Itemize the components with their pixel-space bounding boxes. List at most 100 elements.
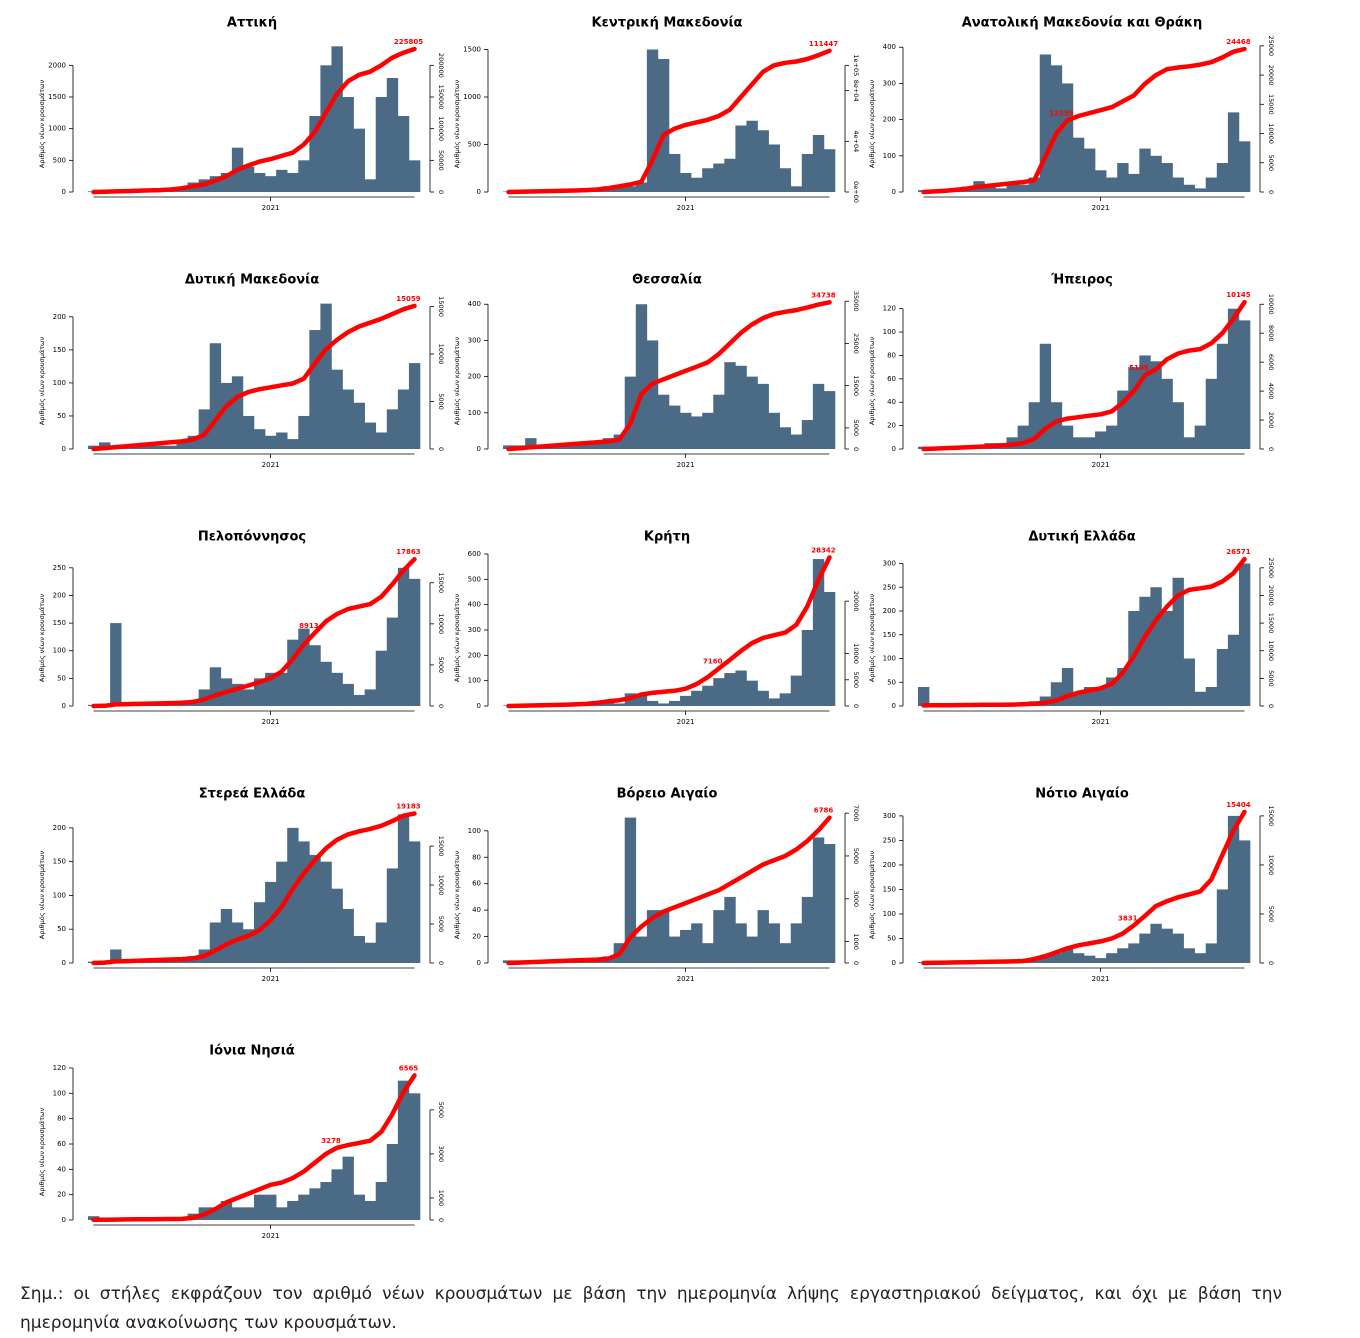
y2-tick-label: 20000 xyxy=(852,591,860,612)
y-tick-label: 50 xyxy=(57,674,66,682)
cumulative-line xyxy=(921,46,1247,195)
y-tick-label: 400 xyxy=(468,601,481,609)
bar xyxy=(1161,163,1173,192)
y-tick-label: 80 xyxy=(57,1115,66,1123)
bar xyxy=(375,922,388,963)
chart-title: Στερεά Ελλάδα xyxy=(199,787,306,802)
bar xyxy=(375,97,388,192)
bar xyxy=(1084,955,1096,963)
bar xyxy=(1139,148,1151,192)
bar xyxy=(287,173,299,192)
bar xyxy=(110,949,122,963)
y-tick-label: 0 xyxy=(62,702,66,710)
y-axis-label: Αριθμός νέων κρουσμάτων xyxy=(868,594,876,683)
bar xyxy=(287,439,299,449)
bar xyxy=(276,169,288,192)
bar xyxy=(746,680,758,706)
y-tick-label: 50 xyxy=(57,925,66,933)
y2-tick-label: 0 xyxy=(437,961,445,965)
y-tick-label: 60 xyxy=(887,375,896,383)
y-tick-label: 500 xyxy=(53,156,66,164)
bar xyxy=(713,678,725,706)
y2-tick-label: 15000 xyxy=(1267,613,1275,634)
y-tick-label: 100 xyxy=(53,379,66,387)
bar xyxy=(1095,958,1107,963)
bar xyxy=(231,1207,244,1220)
y-tick-label: 100 xyxy=(468,409,481,417)
bar xyxy=(1106,425,1118,449)
y2-tick-label: 8000 xyxy=(1267,325,1275,342)
x-tick-label: 2021 xyxy=(262,461,280,469)
bar xyxy=(342,908,354,963)
y2-tick-label: 4000 xyxy=(1267,383,1275,400)
y2-tick-label: 5000 xyxy=(1267,670,1275,687)
bar xyxy=(1095,687,1107,706)
value-label: 15404 xyxy=(1226,801,1250,809)
y-tick-label: 2000 xyxy=(48,61,66,69)
bar xyxy=(364,689,377,706)
y-tick-label: 150 xyxy=(53,619,66,627)
bar xyxy=(790,923,803,963)
bar xyxy=(757,130,769,192)
y2-tick-label: 25000 xyxy=(852,333,860,354)
cumulative-line xyxy=(91,556,417,709)
value-label: 24468 xyxy=(1226,38,1250,46)
y-tick-label: 0 xyxy=(892,959,896,967)
bar xyxy=(1216,889,1229,963)
y2-tick-label: 0 xyxy=(437,704,445,708)
bar xyxy=(624,817,637,963)
bar xyxy=(768,698,780,706)
bar xyxy=(1238,840,1251,963)
bar xyxy=(1050,65,1063,192)
bar xyxy=(397,1080,410,1220)
bar xyxy=(353,128,365,192)
bar xyxy=(353,694,365,706)
bar xyxy=(790,675,803,706)
chart-title: Ήπειρος xyxy=(1050,273,1113,288)
bar xyxy=(823,592,836,706)
bar xyxy=(735,670,747,706)
y2-tick-label: 0 xyxy=(1267,961,1275,965)
y-tick-label: 50 xyxy=(887,934,896,942)
bar xyxy=(1117,163,1129,192)
bar xyxy=(691,923,703,963)
bar xyxy=(408,841,421,963)
y2-tick-label: 0 xyxy=(437,190,445,194)
bar xyxy=(397,389,410,449)
bar xyxy=(746,936,758,963)
y-tick-label: 0 xyxy=(62,188,66,196)
value-label: 225805 xyxy=(394,38,423,46)
x-tick-label: 2021 xyxy=(1092,718,1110,726)
y2-tick-label: 7000 xyxy=(852,805,860,822)
y-tick-label: 300 xyxy=(468,336,481,344)
bar xyxy=(342,389,354,449)
y-axis-label: Αριθμός νέων κρουσμάτων xyxy=(38,337,46,426)
y-axis-label: Αριθμός νέων κρουσμάτων xyxy=(38,594,46,683)
bar xyxy=(801,154,814,192)
bar xyxy=(1161,611,1173,706)
y-tick-label: 0 xyxy=(892,188,896,196)
chart-panel: Αττική Αριθμός νέων κρουσμάτων 0 500 1000 150… xyxy=(38,16,445,213)
y2-tick-label: 25000 xyxy=(1267,557,1275,578)
bar xyxy=(646,49,659,192)
bar xyxy=(386,409,399,449)
bar xyxy=(1128,367,1140,449)
y2-tick-label: 3000 xyxy=(852,891,860,908)
bar xyxy=(1194,188,1207,192)
bar xyxy=(353,1194,365,1220)
bar xyxy=(1084,687,1096,706)
bar xyxy=(1050,402,1063,449)
y2-tick-label: 5000 xyxy=(437,393,445,410)
bar xyxy=(265,435,277,449)
bar xyxy=(320,661,332,706)
value-label: 10145 xyxy=(1226,291,1250,299)
bar xyxy=(812,559,825,706)
bar xyxy=(735,365,747,449)
bar xyxy=(1072,437,1085,449)
chart-title: Κρήτη xyxy=(644,530,690,545)
bar xyxy=(342,683,354,706)
bar xyxy=(1238,563,1251,706)
bar xyxy=(1227,308,1240,449)
value-label: 5105 xyxy=(1129,364,1149,372)
